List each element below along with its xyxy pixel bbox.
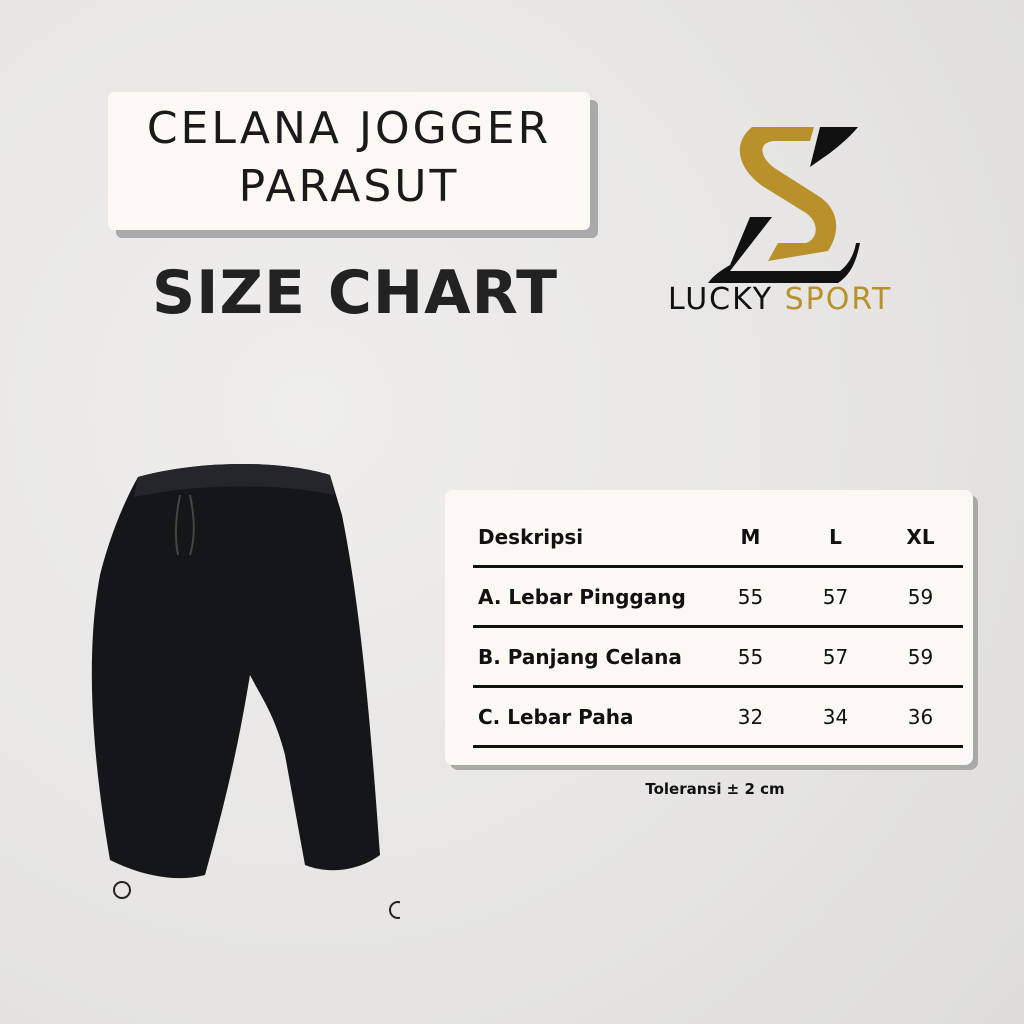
cell-l: 34 bbox=[822, 704, 849, 729]
cell-m: 32 bbox=[737, 704, 764, 729]
cell-l: 57 bbox=[822, 644, 849, 669]
table-row: C. Lebar Paha 32 34 36 bbox=[473, 687, 963, 747]
title-box: CELANA JOGGER PARASUT bbox=[108, 92, 590, 230]
row-label: A. Lebar Pinggang bbox=[478, 584, 686, 609]
row-label: B. Panjang Celana bbox=[478, 644, 682, 669]
header-l: L bbox=[829, 524, 842, 549]
brand-name: LUCKY SPORT bbox=[668, 282, 892, 317]
table-row: A. Lebar Pinggang 55 57 59 bbox=[473, 567, 963, 627]
jogger-pants-image bbox=[91, 463, 400, 919]
table-row: B. Panjang Celana 55 57 59 bbox=[473, 627, 963, 687]
brand-word-2: SPORT bbox=[784, 282, 893, 317]
lucky-sport-logo-icon bbox=[708, 127, 860, 283]
cell-l: 57 bbox=[822, 584, 849, 609]
cell-xl: 59 bbox=[907, 584, 934, 609]
table-header-row: Deskripsi M L XL bbox=[473, 508, 963, 567]
cell-m: 55 bbox=[737, 644, 764, 669]
title-line-2: PARASUT bbox=[238, 161, 460, 212]
header-xl: XL bbox=[906, 524, 935, 549]
brand-word-1: LUCKY bbox=[668, 282, 774, 317]
header-m: M bbox=[740, 524, 761, 549]
row-label: C. Lebar Paha bbox=[478, 704, 634, 729]
header-description: Deskripsi bbox=[478, 524, 584, 549]
size-table-card: Deskripsi M L XL A. Lebar Pinggang 55 57… bbox=[445, 490, 973, 765]
size-chart-heading: SIZE CHART bbox=[151, 258, 559, 328]
title-line-1: CELANA JOGGER bbox=[146, 103, 552, 154]
cell-m: 55 bbox=[737, 584, 764, 609]
size-table: Deskripsi M L XL A. Lebar Pinggang 55 57… bbox=[473, 508, 963, 748]
cell-xl: 36 bbox=[907, 704, 934, 729]
tolerance-note: Toleransi ± 2 cm bbox=[645, 780, 785, 798]
cell-xl: 59 bbox=[907, 644, 934, 669]
